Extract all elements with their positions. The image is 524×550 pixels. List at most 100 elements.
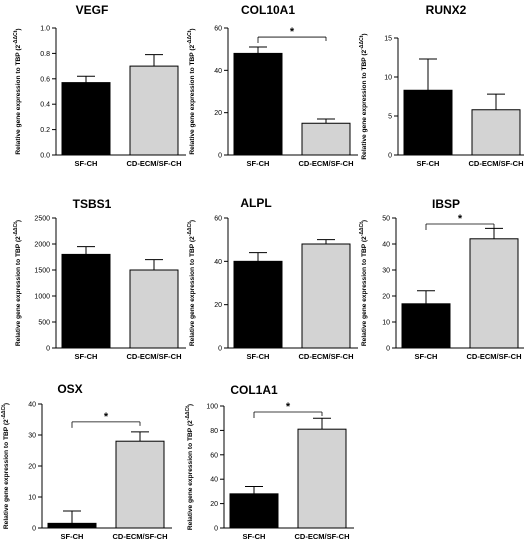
bar	[129, 269, 179, 349]
y-axis-label-main: Relative gene expression to TBP	[189, 51, 196, 155]
x-category-label: SF-CH	[247, 352, 270, 361]
bar	[61, 253, 111, 349]
significance-star: *	[286, 401, 291, 413]
y-axis-label-main: Relative gene expression to TBP	[189, 242, 196, 346]
chart-title: IBSP	[432, 197, 460, 211]
y-tick-label: 2000	[34, 242, 50, 249]
y-tick-label: 30	[28, 433, 36, 440]
x-category-label: CD-ECM/SF-CH	[469, 159, 524, 168]
y-tick-label: 2500	[34, 216, 50, 223]
bar	[301, 122, 351, 156]
y-axis-label-close: )	[189, 220, 196, 222]
x-category-label: CD-ECM/SF-CH	[299, 159, 354, 168]
y-tick-label: 1000	[34, 294, 50, 301]
y-axis-label: Relative gene expression to TBP (2-ΔΔCt)	[13, 28, 22, 154]
y-axis-label-formula: (2	[3, 419, 10, 425]
y-axis-label-formula: (2	[187, 420, 194, 426]
x-category-label: SF-CH	[75, 352, 98, 361]
chart-panel-tsbs1: TSBS1 Relative gene expression to TBP (2-…	[13, 197, 186, 361]
y-tick-label: 20	[214, 110, 222, 117]
y-tick-label: 40	[214, 68, 222, 75]
bar	[61, 82, 111, 156]
y-axis-label-main: Relative gene expression to TBP	[361, 242, 368, 346]
chart-title: COL10A1	[241, 3, 295, 17]
significance-star: *	[290, 26, 295, 38]
y-tick-label: 0	[218, 153, 222, 160]
x-category-label: CD-ECM/SF-CH	[127, 159, 182, 168]
x-category-label: SF-CH	[417, 159, 440, 168]
y-axis-label-close: )	[361, 33, 368, 35]
y-tick-label: 80	[210, 428, 218, 435]
y-tick-label: 0	[32, 526, 36, 533]
x-category-label: SF-CH	[61, 532, 84, 541]
y-tick-label: 0	[46, 346, 50, 353]
y-axis-label-main: Relative gene expression to TBP	[187, 426, 194, 530]
y-tick-label: 100	[206, 404, 218, 411]
bar	[403, 89, 453, 156]
y-axis-label: Relative gene expression to TBP (2-ΔΔCt)	[185, 404, 194, 530]
chart-panel-col10a1: COL10A1 Relative gene expression to TBP (…	[187, 3, 358, 168]
y-tick-label: 30	[382, 268, 390, 275]
y-tick-label: 0	[218, 346, 222, 353]
y-tick-label: 5	[388, 114, 392, 121]
y-tick-label: 1.0	[40, 26, 50, 33]
y-axis-label-exponent: -ΔΔCt	[359, 222, 365, 236]
chart-title: TSBS1	[73, 197, 112, 211]
y-tick-label: 40	[28, 402, 36, 409]
y-axis-label-main: Relative gene expression to TBP	[3, 425, 10, 529]
bar	[129, 65, 179, 156]
y-tick-label: 40	[214, 259, 222, 266]
chart-panel-vegf: VEGF Relative gene expression to TBP (2-Δ…	[13, 3, 186, 168]
y-axis-label: Relative gene expression to TBP (2-ΔΔCt)	[359, 33, 368, 159]
significance-star: *	[458, 213, 463, 225]
y-tick-label: 0.4	[40, 102, 50, 109]
chart-title: RUNX2	[426, 3, 467, 17]
y-axis-label-main: Relative gene expression to TBP	[15, 242, 22, 346]
y-axis-label-exponent: -ΔΔCt	[1, 405, 7, 419]
x-category-label: SF-CH	[247, 159, 270, 168]
y-tick-label: 15	[384, 36, 392, 43]
y-axis-label-exponent: -ΔΔCt	[359, 35, 365, 49]
bar	[115, 440, 165, 529]
y-tick-label: 50	[382, 216, 390, 223]
y-tick-label: 0	[386, 346, 390, 353]
y-axis-label-formula: (2	[361, 49, 368, 55]
y-tick-label: 0.2	[40, 127, 50, 134]
y-axis-label-exponent: -ΔΔCt	[187, 222, 193, 236]
bar	[297, 428, 347, 529]
y-axis-label: Relative gene expression to TBP (2-ΔΔCt)	[13, 220, 22, 346]
y-tick-label: 20	[382, 294, 390, 301]
y-tick-label: 20	[210, 501, 218, 508]
y-tick-label: 0.0	[40, 153, 50, 160]
y-axis-label-exponent: -ΔΔCt	[187, 30, 193, 44]
x-category-label: CD-ECM/SF-CH	[299, 352, 354, 361]
bar	[469, 238, 519, 349]
y-axis-label-close: )	[187, 404, 194, 406]
y-tick-label: 40	[210, 477, 218, 484]
bar	[471, 109, 521, 156]
bar	[233, 260, 283, 349]
y-axis-label-close: )	[15, 28, 22, 30]
y-axis-label-formula: (2	[189, 236, 196, 242]
chart-panel-alpl: ALPL Relative gene expression to TBP (2-Δ…	[187, 196, 358, 361]
bar	[233, 52, 283, 156]
y-axis-label-formula: (2	[15, 44, 22, 50]
y-tick-label: 500	[38, 320, 50, 327]
y-axis-label-formula: (2	[189, 44, 196, 50]
x-category-label: CD-ECM/SF-CH	[127, 352, 182, 361]
y-tick-label: 20	[214, 302, 222, 309]
y-axis-label-formula: (2	[15, 236, 22, 242]
y-tick-label: 10	[382, 320, 390, 327]
chart-panel-col1a1: COL1A1 Relative gene expression to TBP (2…	[185, 383, 354, 541]
y-axis-label-close: )	[189, 28, 196, 30]
x-category-label: CD-ECM/SF-CH	[467, 352, 522, 361]
chart-panel-osx: OSX Relative gene expression to TBP (2-ΔΔ…	[1, 382, 172, 541]
y-axis-label-exponent: -ΔΔCt	[13, 222, 19, 236]
chart-title: ALPL	[240, 196, 271, 210]
y-tick-label: 0.6	[40, 76, 50, 83]
y-axis-label-main: Relative gene expression to TBP	[15, 51, 22, 155]
y-tick-label: 0	[214, 526, 218, 533]
y-tick-label: 10	[28, 495, 36, 502]
bar	[401, 303, 451, 349]
